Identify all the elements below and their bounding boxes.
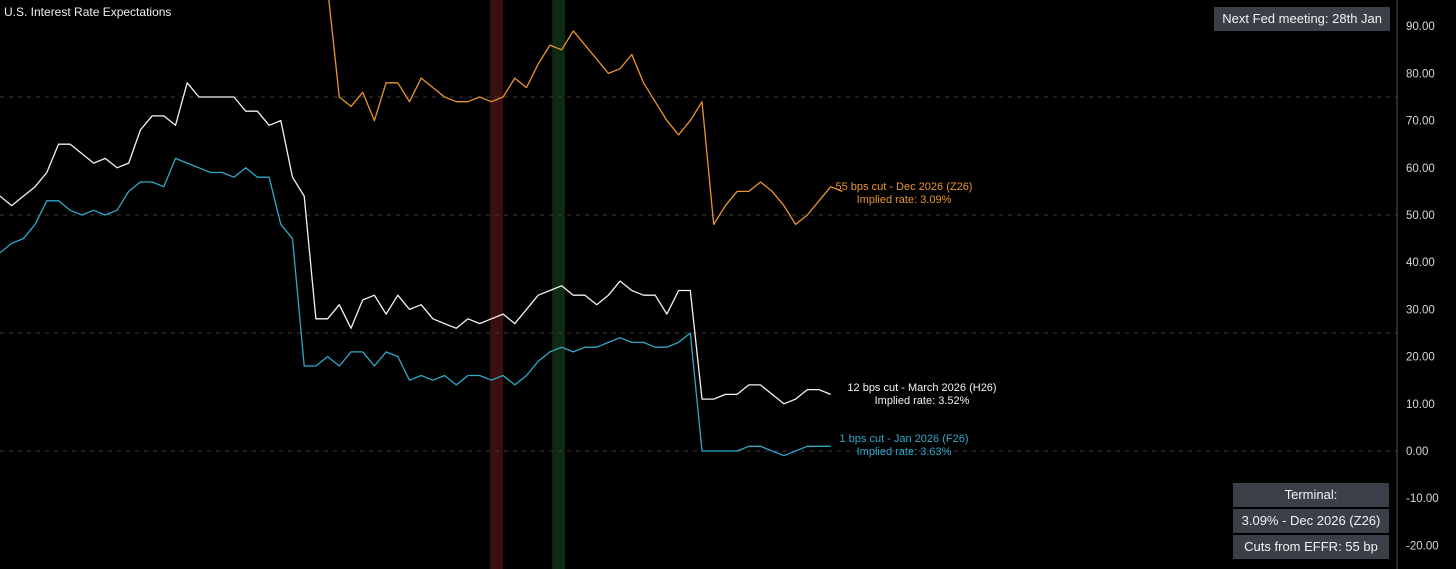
- terminal-label: Terminal:: [1233, 483, 1389, 507]
- y-tick-label: -10.00: [1406, 493, 1439, 505]
- orange-series-sublabel: Implied rate: 3.09%: [857, 194, 952, 206]
- red-highlight-band: [490, 0, 504, 569]
- blue-series-sublabel: Implied rate: 3.63%: [857, 446, 952, 458]
- y-tick-label: 50.00: [1406, 210, 1435, 222]
- y-tick-label: 30.00: [1406, 304, 1435, 316]
- green-highlight-band: [552, 0, 566, 569]
- y-tick-label: 90.00: [1406, 21, 1435, 33]
- orange-series-label: 55 bps cut - Dec 2026 (Z26): [836, 181, 973, 193]
- y-tick-label: 70.00: [1406, 116, 1435, 128]
- orange-series-line: [328, 0, 843, 226]
- terminal-cuts: Cuts from EFFR: 55 bp: [1233, 535, 1389, 559]
- terminal-panel: Terminal: 3.09% - Dec 2026 (Z26) Cuts fr…: [1233, 483, 1389, 561]
- white-series-label: 12 bps cut - March 2026 (H26): [847, 382, 996, 394]
- white-series-sublabel: Implied rate: 3.52%: [875, 395, 970, 407]
- y-tick-label: 10.00: [1406, 399, 1435, 411]
- blue-series-label: 1 bps cut - Jan 2026 (F26): [839, 433, 968, 445]
- blue-series-line: [0, 157, 831, 457]
- white-series-line: [0, 82, 831, 405]
- y-tick-label: -20.00: [1406, 540, 1439, 552]
- y-tick-label: 80.00: [1406, 68, 1435, 80]
- terminal-value: 3.09% - Dec 2026 (Z26): [1233, 509, 1389, 533]
- chart-title: U.S. Interest Rate Expectations: [4, 5, 172, 19]
- y-tick-label: 0.00: [1406, 446, 1428, 458]
- next-fed-meeting-badge: Next Fed meeting: 28th Jan: [1214, 7, 1390, 31]
- y-tick-label: 60.00: [1406, 163, 1435, 175]
- y-tick-label: 40.00: [1406, 257, 1435, 269]
- y-tick-label: 20.00: [1406, 352, 1435, 364]
